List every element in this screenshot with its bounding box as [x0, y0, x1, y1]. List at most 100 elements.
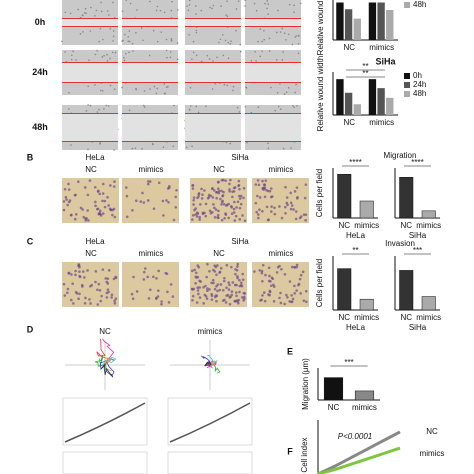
texture: [85, 12, 87, 15]
cell: [255, 210, 259, 214]
label: NC: [85, 249, 97, 258]
cell: [240, 281, 243, 284]
wound-gap: [245, 62, 301, 83]
cell: [96, 207, 99, 211]
texture: [297, 34, 300, 37]
cell: [62, 282, 66, 286]
texture: [267, 13, 269, 15]
texture: [275, 31, 278, 34]
texture: [229, 142, 232, 145]
cell: [100, 294, 103, 298]
cell: [89, 302, 92, 305]
cell: [75, 292, 79, 295]
transwell-image: [122, 262, 179, 307]
cell: [214, 208, 218, 211]
cell: [194, 275, 198, 279]
texture: [282, 147, 285, 150]
label: mimics: [416, 221, 441, 230]
texture: [225, 141, 228, 144]
cell: [283, 272, 287, 276]
texture: [140, 27, 143, 29]
texture: [100, 10, 103, 13]
label: C: [27, 236, 34, 246]
texture: [227, 57, 230, 60]
cell: [96, 303, 100, 306]
cell: [222, 279, 226, 283]
cell: [99, 214, 103, 217]
label: SiHa: [409, 231, 427, 240]
cell: [203, 189, 206, 192]
cell: [230, 212, 234, 215]
cell: [62, 208, 66, 212]
cell: [78, 270, 81, 273]
cell: [168, 184, 171, 188]
cell: [200, 197, 204, 200]
cell: [304, 289, 308, 293]
label: F: [287, 446, 293, 456]
cell: [302, 213, 306, 217]
cell: [228, 188, 231, 191]
bar: [344, 92, 353, 115]
label: Migration: [384, 151, 417, 160]
cell: [157, 181, 161, 185]
label: **: [362, 62, 368, 71]
cell: [70, 273, 73, 276]
cell: [227, 216, 230, 220]
cell: [156, 289, 160, 292]
texture: [270, 86, 272, 89]
cell: [220, 189, 223, 193]
cell: [219, 197, 222, 201]
texture: [141, 147, 143, 150]
legend-swatch: [404, 82, 410, 88]
texture: [87, 104, 89, 106]
cell: [65, 198, 68, 201]
cell: [197, 292, 200, 296]
texture: [72, 50, 74, 53]
cell: [238, 278, 241, 282]
cell: [155, 297, 158, 300]
cell: [131, 297, 135, 301]
cell: [293, 265, 296, 269]
texture: [220, 5, 222, 7]
cell: [201, 211, 205, 215]
texture: [275, 59, 278, 61]
cell: [195, 301, 199, 304]
cell: [302, 299, 306, 302]
label: 48h: [413, 0, 426, 9]
cell: [230, 265, 233, 269]
cell: [206, 289, 209, 293]
texture: [259, 55, 262, 58]
track: [100, 363, 114, 378]
cell: [219, 266, 223, 270]
cell: [202, 302, 205, 305]
wound-gap: [122, 18, 178, 27]
texture: [268, 50, 271, 52]
cell: [299, 273, 303, 277]
texture: [64, 51, 66, 53]
texture: [287, 33, 290, 36]
label: ****: [349, 158, 361, 167]
label: mimics: [369, 118, 394, 127]
cell: [213, 215, 217, 219]
texture: [170, 40, 173, 42]
texture: [173, 104, 175, 107]
cell: [160, 300, 163, 303]
cell: [112, 185, 116, 188]
cell: [236, 265, 239, 268]
cell: [222, 190, 225, 194]
texture: [255, 9, 258, 12]
cell: [242, 186, 246, 190]
texture: [127, 36, 130, 38]
cell: [199, 280, 202, 283]
cell: [295, 265, 299, 269]
cell: [239, 194, 243, 198]
cell: [290, 265, 294, 269]
texture: [195, 54, 198, 57]
cell: [113, 299, 116, 303]
texture: [103, 54, 105, 57]
cell: [110, 296, 113, 299]
texture: [277, 105, 280, 108]
texture: [90, 6, 92, 9]
cell: [196, 289, 200, 292]
texture: [227, 41, 229, 44]
